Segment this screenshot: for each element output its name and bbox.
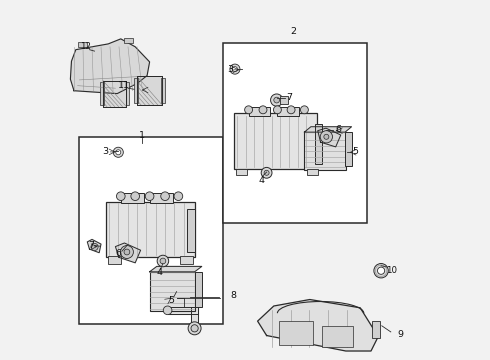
Bar bbox=[277, 107, 299, 116]
Bar bbox=[322, 326, 353, 347]
Bar bbox=[124, 38, 133, 43]
Circle shape bbox=[124, 249, 130, 255]
Bar bbox=[125, 82, 129, 105]
Circle shape bbox=[324, 134, 329, 139]
Bar bbox=[77, 42, 87, 47]
Circle shape bbox=[232, 67, 238, 72]
Circle shape bbox=[259, 106, 267, 114]
Text: 12: 12 bbox=[80, 42, 91, 51]
Polygon shape bbox=[318, 128, 341, 147]
Circle shape bbox=[245, 106, 252, 114]
Circle shape bbox=[300, 106, 308, 114]
Text: 10: 10 bbox=[387, 266, 397, 275]
Bar bbox=[279, 321, 314, 345]
Bar bbox=[345, 132, 351, 166]
Bar bbox=[236, 169, 247, 175]
Bar bbox=[149, 272, 195, 311]
Text: 8: 8 bbox=[230, 292, 237, 300]
Bar bbox=[103, 81, 126, 107]
Circle shape bbox=[274, 97, 280, 103]
Bar bbox=[248, 107, 270, 116]
Text: 3: 3 bbox=[227, 65, 233, 74]
Circle shape bbox=[273, 106, 281, 114]
Circle shape bbox=[270, 94, 283, 106]
Bar bbox=[106, 202, 195, 257]
Text: 3: 3 bbox=[102, 147, 108, 156]
Polygon shape bbox=[168, 307, 198, 314]
Bar bbox=[134, 78, 138, 103]
Bar bbox=[108, 256, 121, 264]
Bar bbox=[223, 43, 368, 223]
Circle shape bbox=[113, 147, 123, 157]
Text: 5: 5 bbox=[168, 296, 174, 305]
Circle shape bbox=[145, 192, 154, 201]
Circle shape bbox=[264, 170, 269, 175]
Bar bbox=[137, 76, 162, 105]
Circle shape bbox=[157, 255, 169, 267]
Polygon shape bbox=[191, 307, 198, 326]
Circle shape bbox=[160, 258, 166, 264]
Polygon shape bbox=[258, 300, 378, 351]
Circle shape bbox=[117, 192, 125, 201]
Text: 4: 4 bbox=[156, 269, 162, 277]
Circle shape bbox=[374, 264, 388, 278]
Polygon shape bbox=[87, 239, 101, 253]
Text: 6: 6 bbox=[335, 125, 341, 134]
Text: 7: 7 bbox=[286, 93, 292, 102]
Bar bbox=[315, 124, 321, 164]
Polygon shape bbox=[116, 243, 141, 263]
Bar bbox=[180, 256, 193, 264]
Bar bbox=[121, 193, 144, 203]
Text: 7: 7 bbox=[88, 241, 94, 250]
Bar bbox=[195, 272, 202, 307]
Circle shape bbox=[91, 243, 98, 251]
Bar bbox=[162, 78, 165, 103]
Circle shape bbox=[191, 325, 198, 332]
Text: 5: 5 bbox=[352, 148, 358, 157]
Circle shape bbox=[320, 131, 333, 143]
Circle shape bbox=[116, 150, 121, 155]
Bar bbox=[372, 321, 380, 338]
Bar bbox=[187, 209, 195, 252]
Polygon shape bbox=[149, 266, 202, 272]
Circle shape bbox=[188, 322, 201, 335]
Bar bbox=[103, 81, 126, 107]
Circle shape bbox=[121, 246, 133, 258]
Circle shape bbox=[174, 192, 183, 201]
Text: 6: 6 bbox=[115, 249, 122, 258]
Circle shape bbox=[163, 306, 172, 315]
Bar bbox=[304, 132, 346, 170]
Bar bbox=[137, 76, 162, 105]
Circle shape bbox=[230, 64, 240, 74]
Text: 9: 9 bbox=[397, 330, 404, 338]
Circle shape bbox=[131, 192, 140, 201]
Circle shape bbox=[377, 267, 385, 274]
Text: 4: 4 bbox=[258, 176, 264, 185]
Circle shape bbox=[287, 106, 295, 114]
Circle shape bbox=[261, 167, 272, 178]
Text: 1: 1 bbox=[139, 131, 146, 140]
Polygon shape bbox=[304, 127, 351, 132]
Bar bbox=[307, 169, 318, 175]
Bar bbox=[149, 193, 173, 203]
Bar bbox=[100, 82, 104, 105]
Polygon shape bbox=[71, 39, 149, 94]
Text: 2: 2 bbox=[291, 27, 296, 36]
Bar bbox=[234, 113, 317, 169]
Text: 11: 11 bbox=[118, 81, 130, 90]
Bar bbox=[280, 96, 288, 104]
Circle shape bbox=[161, 192, 170, 201]
Bar bbox=[79, 137, 223, 324]
